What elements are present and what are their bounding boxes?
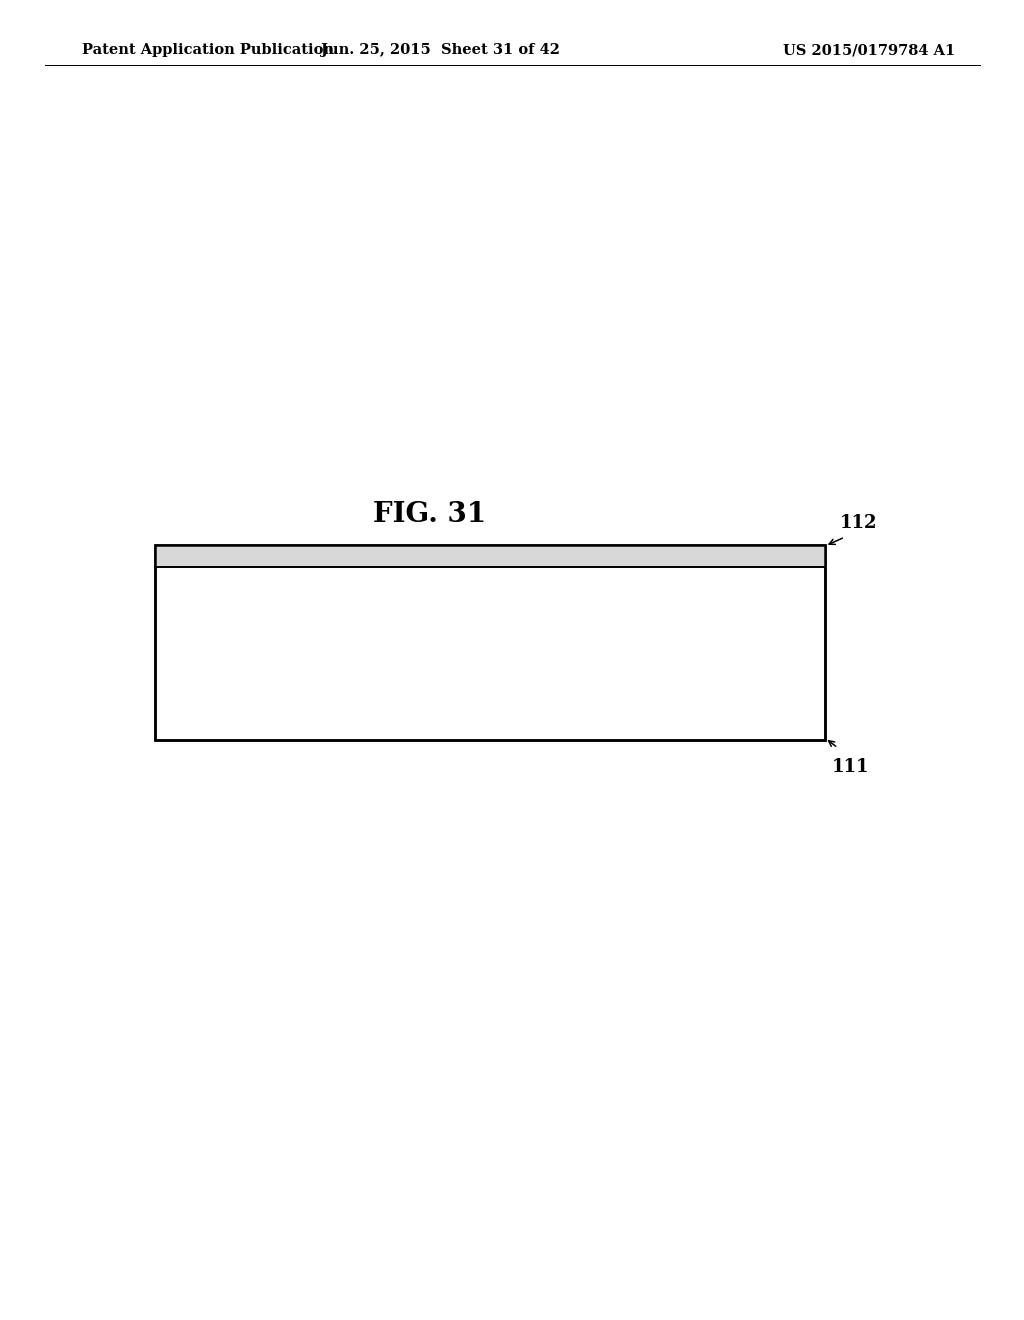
- Text: Patent Application Publication: Patent Application Publication: [82, 44, 334, 57]
- Text: FIG. 31: FIG. 31: [374, 502, 486, 528]
- Text: 111: 111: [831, 758, 868, 776]
- Text: 112: 112: [840, 513, 877, 532]
- Bar: [155, 545, 825, 741]
- Text: US 2015/0179784 A1: US 2015/0179784 A1: [782, 44, 955, 57]
- Bar: [155, 545, 825, 741]
- Text: Jun. 25, 2015  Sheet 31 of 42: Jun. 25, 2015 Sheet 31 of 42: [321, 44, 559, 57]
- Bar: [155, 545, 825, 568]
